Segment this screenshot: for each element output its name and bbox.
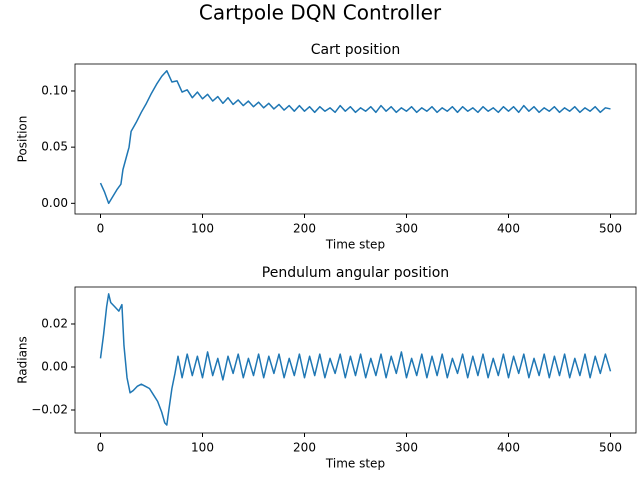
y-tick-label: 0.00	[41, 359, 68, 373]
x-axis-label: Time step	[325, 238, 385, 252]
x-tick-label: 200	[293, 222, 316, 236]
y-tick-label: 0.00	[41, 196, 68, 210]
x-tick-label: 0	[97, 222, 105, 236]
data-line	[99, 293, 612, 426]
y-axis-label: Position	[16, 116, 30, 163]
figure-title: Cartpole DQN Controller	[199, 1, 442, 25]
x-axis-label: Time step	[325, 457, 385, 471]
x-tick-label: 500	[599, 222, 622, 236]
x-tick-label: 300	[395, 441, 418, 455]
y-tick-label: 0.02	[41, 316, 68, 330]
x-tick-label: 400	[497, 441, 520, 455]
axes-frame	[74, 63, 637, 215]
x-tick-label: 100	[191, 222, 214, 236]
y-tick-label: 0.10	[41, 83, 68, 97]
x-tick-label: 0	[97, 441, 105, 455]
x-tick-label: 500	[599, 441, 622, 455]
data-line	[99, 69, 611, 205]
y-tick-label: −0.02	[31, 402, 68, 416]
y-tick-label: 0.05	[41, 140, 68, 154]
x-tick-label: 400	[497, 222, 520, 236]
x-tick-label: 300	[395, 222, 418, 236]
axes-title: Cart position	[311, 42, 401, 58]
axes-frame	[74, 286, 637, 434]
x-tick-label: 100	[191, 441, 214, 455]
x-tick-label: 200	[293, 441, 316, 455]
y-axis-label: Radians	[16, 336, 30, 384]
axes-title: Pendulum angular position	[262, 265, 449, 281]
